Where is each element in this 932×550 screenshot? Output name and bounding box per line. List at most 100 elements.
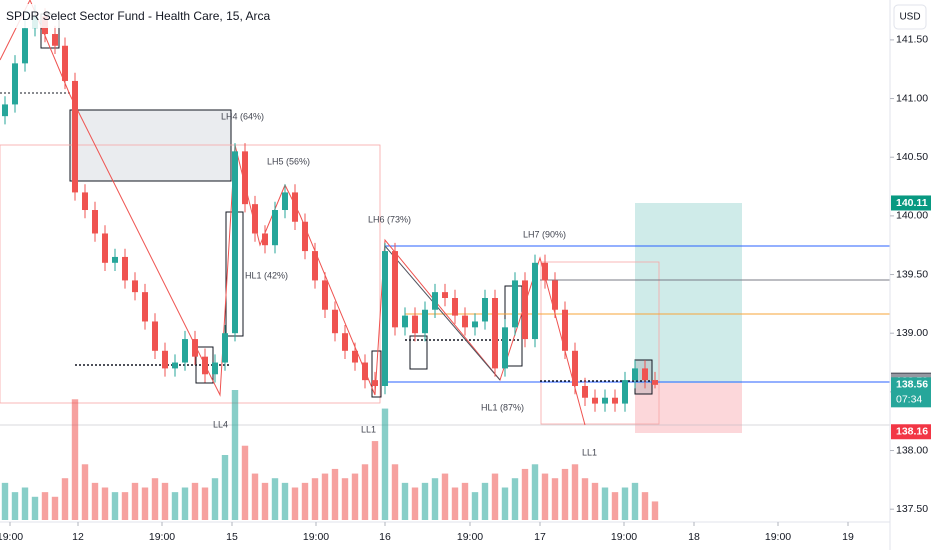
x-tick-label: 19 [842,531,854,543]
candle-body [552,280,558,310]
candle-body [582,385,588,398]
volume-bar [31,496,39,520]
volume-bar [441,473,449,520]
price-label-box [891,195,931,211]
volume-bar [111,492,119,520]
volume-bar [621,487,629,520]
y-tick-label: 139.50 [896,268,928,280]
volume-bar [181,487,189,520]
volume-bar [91,482,99,520]
volume-bar [291,487,299,520]
candle-body [542,262,548,281]
drawings [0,0,890,433]
volume-bar [231,390,239,520]
price-label: 138.56 [896,379,928,391]
candle-body [432,292,438,310]
candle-body [162,350,168,369]
volume-bar [281,482,289,520]
volume-bar [531,464,539,520]
annotation: LH6 (73%) [368,214,411,224]
volume-bar [191,482,199,520]
candle-body [82,192,88,211]
candle-body [112,256,118,263]
candle-body [392,251,398,328]
volume-bar [221,455,229,520]
annotation: HL1 (42%) [245,270,288,280]
volume-bar [521,468,529,520]
volume-bar [261,482,269,520]
volume-bar [161,482,169,520]
volume-bar [351,473,359,520]
y-tick-label: 140.50 [896,151,928,163]
volume-bar [421,482,429,520]
x-tick-label: 19:00 [457,531,483,543]
volume-bar [251,473,259,520]
candle-body [272,210,278,246]
candle-body [152,321,158,351]
candle-body [412,315,418,334]
candle-body [562,309,568,351]
price-label-timer: 07:34 [896,394,922,406]
volume-bar [331,468,339,520]
candle-body [512,280,518,328]
y-tick-label: 141.00 [896,92,928,104]
volume-bar [541,473,549,520]
y-tick-label: 141.50 [896,34,928,46]
price-label: 138.16 [896,426,928,438]
y-tick-label: 138.00 [896,444,928,456]
volume-bar [131,482,139,520]
candle-body [182,339,188,363]
x-tick-label: 19:00 [0,531,23,543]
volume-bar [61,478,69,520]
candle-body [632,368,638,381]
volume-bar [551,478,559,520]
candle-body [652,380,658,385]
volume-bar [201,487,209,520]
volume-bar [321,473,329,520]
volume-bar [101,487,109,520]
volume-bar [211,478,219,520]
title-bg [0,4,232,28]
volume-bar [471,492,479,520]
candle-body [252,204,258,234]
x-tick-label: 15 [226,531,238,543]
candle-body [362,362,368,381]
marker-box [371,350,382,398]
annotations: LH4 (64%) LH5 (56%) LH6 (73%) LH7 (90%) … [213,111,597,457]
volume-bar [561,468,569,520]
candle-body [472,321,478,328]
candle-body [262,233,268,246]
candle-body [12,63,18,105]
y-tick-label: 137.50 [896,503,928,515]
candle-body [522,280,528,340]
candle-body [72,80,78,193]
target-zone [635,203,742,383]
x-tick-label: 19:00 [765,531,791,543]
volume-bar [361,464,369,520]
annotation: HL1 (87%) [481,402,524,412]
annotation: LH4 (64%) [221,111,264,121]
currency[interactable]: USD [899,12,920,23]
volume-bar [461,482,469,520]
candle-body [342,333,348,351]
annotation: LH7 (90%) [523,229,566,239]
annotation: LL4 [213,419,228,429]
candle-body [302,221,308,252]
candle-body [482,298,488,322]
candle-body [592,397,598,404]
candle-body [352,350,358,363]
candle-body [242,151,248,205]
candle-body [402,315,408,328]
currency-button[interactable] [893,4,927,30]
volume-bar [81,464,89,520]
price-label: 140.11 [896,197,928,209]
candle-body [322,280,328,310]
volume-bar [141,487,149,520]
candle-body [142,292,148,322]
x-tick-label: 18 [688,531,700,543]
y-tick-label: 140.00 [896,210,928,222]
candle-body [642,368,648,381]
x-tick-label: 19:00 [303,531,329,543]
marker-box [409,335,428,370]
